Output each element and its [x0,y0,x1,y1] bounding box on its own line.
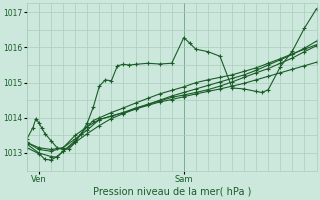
X-axis label: Pression niveau de la mer( hPa ): Pression niveau de la mer( hPa ) [92,187,251,197]
